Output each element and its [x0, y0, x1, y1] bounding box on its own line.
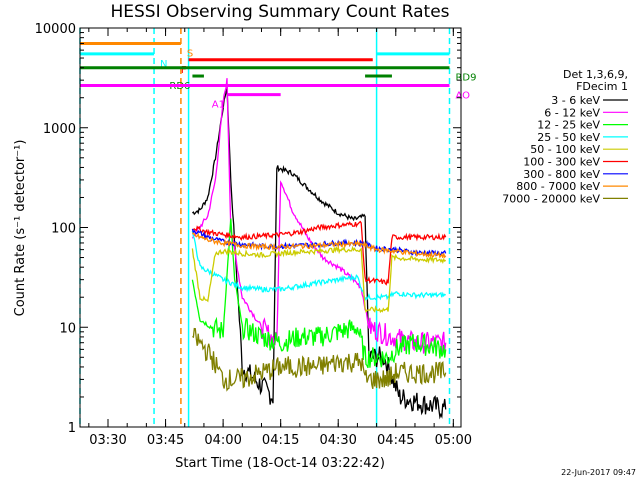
flag-label-1: N [160, 59, 167, 70]
series-line-4 [191, 244, 447, 314]
x-axis-label: Start Time (18-Oct-14 03:22:42) [175, 456, 385, 471]
x-tick-label-4: 04:30 [319, 433, 356, 448]
x-tick-label-2: 04:00 [204, 433, 241, 448]
legend-label-8: 7000 - 20000 keV [502, 192, 600, 205]
y-axis-label: Count Rate (s⁻¹ detector⁻¹) [13, 140, 28, 317]
chart-title: HESSI Observing Summary Count Rates [110, 2, 449, 22]
legend-label-3: 25 - 50 keV [537, 131, 600, 144]
flag-label-3: F [181, 65, 187, 76]
legend-label-4: 50 - 100 keV [530, 143, 600, 156]
series-line-1 [191, 78, 447, 354]
series-line-2 [191, 218, 447, 369]
series-layer [191, 78, 447, 420]
flag-label-4: RD9 [455, 73, 476, 84]
legend-label-6: 300 - 800 keV [523, 168, 600, 181]
flag-label-0: S [187, 48, 193, 59]
legend-label-0: 3 - 6 keV [551, 94, 600, 107]
series-line-8 [192, 327, 447, 392]
legend-label-5: 100 - 300 keV [523, 156, 600, 169]
y-tick-label-3: 1000 [43, 122, 76, 137]
y-tick-label-2: 100 [51, 222, 76, 237]
vertical-markers [79, 28, 451, 427]
flag-label-8: A1 [212, 100, 225, 111]
legend-header-1: FDecim 1 [576, 80, 628, 93]
flag-label-7: AO [455, 91, 470, 102]
y-tick-label-4: 10000 [35, 22, 76, 37]
legend-label-1: 6 - 12 keV [544, 106, 600, 119]
legend-label-7: 800 - 7000 keV [516, 180, 600, 193]
series-line-7 [191, 232, 447, 259]
y-tick-label-0: 1 [68, 421, 76, 436]
legend-label-2: 12 - 25 keV [537, 119, 600, 132]
x-tick-label-3: 04:15 [262, 433, 299, 448]
x-tick-label-6: 05:00 [435, 433, 472, 448]
series-line-5 [192, 220, 447, 286]
legend-header-0: Det 1,3,6,9, [563, 68, 628, 81]
x-tick-label-1: 03:45 [147, 433, 184, 448]
series-line-3 [191, 230, 447, 302]
y-tick-label-1: 10 [59, 321, 76, 336]
x-tick-label-0: 03:30 [89, 433, 126, 448]
series-line-6 [191, 228, 447, 257]
x-tick-label-5: 04:45 [377, 433, 414, 448]
timestamp: 22-Jun-2017 09:47 [561, 468, 636, 477]
axis-ticks: 03:30 03:45 04:00 04:15 04:30 04:45 05:00 1 10 10… [35, 22, 472, 448]
flag-bars: SNFRD9RD6AOA1 [80, 41, 477, 111]
